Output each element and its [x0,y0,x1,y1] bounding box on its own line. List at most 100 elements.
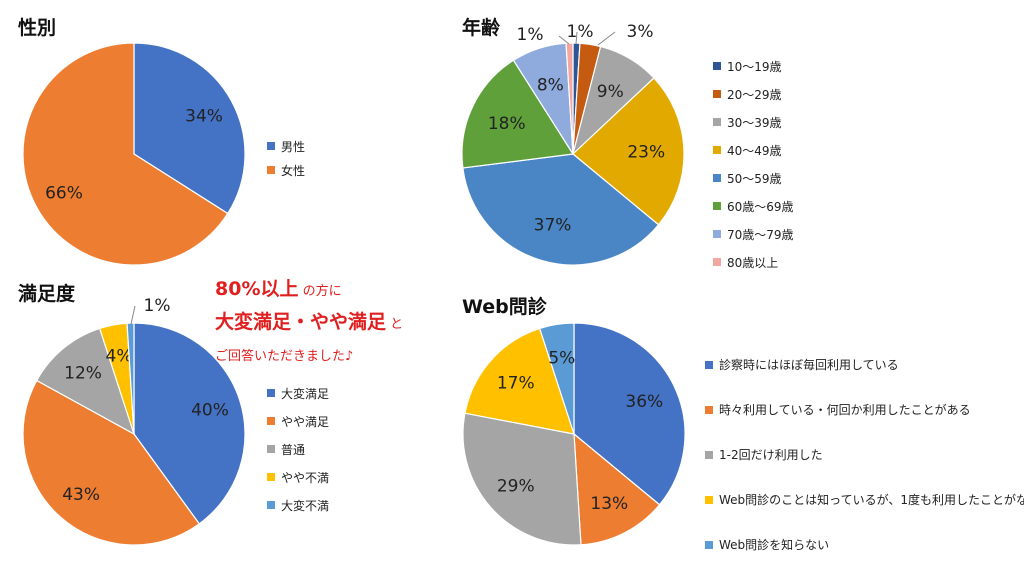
gender-legend-item-1: 女性 [267,158,305,182]
web-data-label-2: 29% [497,476,535,496]
age-data-label-6: 8% [537,75,564,95]
web-legend-label-4: Web問診を知らない [719,538,830,552]
age-slice-3 [572,77,685,226]
age-legend-swatch-2 [713,118,721,126]
satisfaction-legend-swatch-0 [267,389,275,397]
callout-highlight-1: 80%以上 [215,278,299,300]
gender-legend-label-0: 男性 [281,139,306,154]
gender-pie-chart: 34% 66% [22,42,246,266]
satisfaction-slice-0 [133,322,246,525]
age-data-label-7: 1% [517,25,544,45]
age-legend-item-0: 10～19歳 [713,52,794,80]
age-data-label-1: 3% [627,22,654,42]
web-slice-0 [573,322,686,506]
web-legend-item-4: Web問診を知らない [705,522,1024,567]
satisfaction-legend-label-4: 大変不満 [281,498,330,513]
age-legend-swatch-3 [713,146,721,154]
web-legend-item-0: 診察時にはほぼ毎回利用している [705,342,1024,387]
web-chart-title: Web問診 [462,296,547,318]
age-legend: 10～19歳 20～29歳 30～39歳 40～49歳 50～59歳 60歳～69歳 70歳… [713,52,794,276]
satisfaction-legend-swatch-1 [267,417,275,425]
age-legend-label-3: 40～49歳 [727,143,782,158]
satisfaction-leader-line-4 [130,305,136,325]
web-legend: 診察時にはほぼ毎回利用している時々利用している・何回か利用したことがある 1-2回… [705,342,1024,567]
age-slice-5 [461,59,575,169]
satisfaction-pie-chart: 40% 43% 12%4% 1% [22,296,246,546]
age-legend-item-4: 50～59歳 [713,164,794,192]
age-data-label-0: 1% [567,22,594,42]
age-legend-label-5: 60歳～69歳 [727,199,794,214]
satisfaction-legend-item-0: 大変満足 [267,379,329,407]
satisfaction-legend-label-1: やや満足 [281,414,330,429]
web-legend-item-3: Web問診のことは知っているが、1度も利用したことがない [705,477,1024,522]
age-data-label-2: 9% [597,82,624,102]
age-leader-line-1 [597,31,616,46]
age-legend-swatch-7 [713,258,721,266]
satisfaction-legend-swatch-3 [267,473,275,481]
callout-line-2: 大変満足・やや満足 と [215,307,403,340]
age-slice-4 [462,153,660,266]
web-legend-swatch-3 [705,495,713,504]
gender-slice-1 [22,42,229,266]
gender-data-label-1: 66% [45,184,83,204]
gender-chart-title: 性別 [18,17,57,39]
callout-line-3: ご回答いただきました♪ [215,340,403,372]
age-legend-item-1: 20～29歳 [713,80,794,108]
age-data-label-5: 18% [488,114,526,134]
age-chart-title: 年齢 [462,17,501,39]
web-slice-3 [464,327,575,435]
age-legend-swatch-1 [713,90,721,98]
web-legend-label-2: 1-2回だけ利用した [719,448,823,462]
satisfaction-slice-2 [35,327,136,436]
age-legend-label-0: 10～19歳 [727,59,782,74]
age-legend-swatch-0 [713,62,721,70]
satisfaction-chart-title: 満足度 [18,283,76,305]
age-leader-line-0 [575,31,578,45]
web-data-label-0: 36% [625,392,663,412]
web-data-label-1: 13% [590,494,628,514]
web-legend-label-3: Web問診のことは知っているが、1度も利用したことがない [719,493,1024,507]
gender-legend-label-1: 女性 [281,163,306,178]
satisfaction-legend-label-2: 普通 [281,442,306,457]
age-pie-chart: 9% 23% 37% 18% 8% 1% 3% 1% [461,22,685,266]
satisfaction-legend-item-3: やや不満 [267,463,329,491]
web-legend-label-1: 時々利用している・何回か利用したことがある [719,403,971,417]
age-legend-label-6: 70歳～79歳 [727,227,794,242]
age-legend-swatch-6 [713,230,721,238]
web-legend-swatch-4 [705,540,713,549]
age-legend-item-7: 80歳以上 [713,248,794,276]
age-legend-swatch-5 [713,202,721,210]
gender-legend: 男性 女性 [267,134,305,182]
web-data-label-3: 17% [497,374,535,394]
age-legend-label-7: 80歳以上 [727,255,779,270]
age-legend-item-6: 70歳～79歳 [713,220,794,248]
satisfaction-legend-item-1: やや満足 [267,407,329,435]
satisfaction-data-label-3: 4% [106,346,133,366]
satisfaction-legend: 大変満足やや満足普通やや不満大変不満 [267,379,329,519]
web-slice-1 [573,432,661,546]
web-legend-item-2: 1-2回だけ利用した [705,432,1024,477]
satisfaction-legend-swatch-4 [267,501,275,509]
satisfaction-legend-item-4: 大変不満 [267,491,329,519]
satisfaction-legend-item-2: 普通 [267,435,329,463]
age-legend-item-2: 30～39歳 [713,108,794,136]
age-legend-item-5: 60歳～69歳 [713,192,794,220]
age-legend-label-1: 20～29歳 [727,87,782,102]
gender-legend-item-0: 男性 [267,134,305,158]
satisfaction-legend-swatch-2 [267,445,275,453]
gender-legend-swatch-0 [267,142,275,150]
satisfaction-data-label-4: 1% [144,296,171,316]
satisfaction-data-label-0: 40% [191,400,229,420]
gender-data-label-0: 34% [185,106,223,126]
age-data-label-3: 23% [627,143,665,163]
age-legend-label-2: 30～39歳 [727,115,782,130]
age-legend-item-3: 40～49歳 [713,136,794,164]
callout-text-3: ご回答いただきました♪ [215,349,354,364]
satisfaction-callout: 80%以上 の方に 大変満足・やや満足 と ご回答いただきました♪ [215,274,403,372]
web-legend-label-0: 診察時にはほぼ毎回利用している [719,358,899,372]
web-legend-swatch-1 [705,405,713,414]
callout-line-1: 80%以上 の方に [215,274,403,307]
satisfaction-legend-label-0: 大変満足 [281,386,330,401]
satisfaction-data-label-1: 43% [62,485,100,505]
callout-text-2: と [386,317,404,332]
